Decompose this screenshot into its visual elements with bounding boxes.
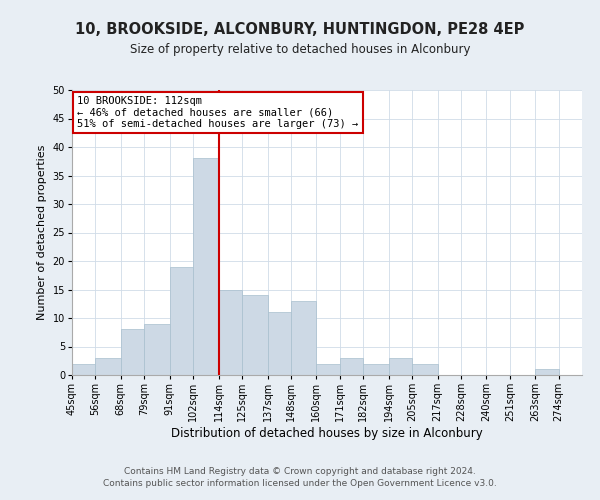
Bar <box>291 301 316 375</box>
Text: Size of property relative to detached houses in Alconbury: Size of property relative to detached ho… <box>130 42 470 56</box>
Bar <box>144 324 170 375</box>
Bar <box>193 158 218 375</box>
Text: 10, BROOKSIDE, ALCONBURY, HUNTINGDON, PE28 4EP: 10, BROOKSIDE, ALCONBURY, HUNTINGDON, PE… <box>76 22 524 38</box>
Bar <box>242 295 268 375</box>
Text: 10 BROOKSIDE: 112sqm
← 46% of detached houses are smaller (66)
51% of semi-detac: 10 BROOKSIDE: 112sqm ← 46% of detached h… <box>77 96 358 129</box>
Text: Contains HM Land Registry data © Crown copyright and database right 2024.
Contai: Contains HM Land Registry data © Crown c… <box>103 466 497 487</box>
Bar <box>535 370 559 375</box>
Bar <box>170 266 193 375</box>
Bar <box>340 358 363 375</box>
Bar <box>412 364 437 375</box>
Y-axis label: Number of detached properties: Number of detached properties <box>37 145 47 320</box>
Bar <box>95 358 121 375</box>
X-axis label: Distribution of detached houses by size in Alconbury: Distribution of detached houses by size … <box>171 427 483 440</box>
Bar <box>389 358 412 375</box>
Bar <box>363 364 389 375</box>
Bar <box>268 312 291 375</box>
Bar <box>218 290 242 375</box>
Bar <box>72 364 95 375</box>
Bar <box>121 330 144 375</box>
Bar <box>316 364 340 375</box>
